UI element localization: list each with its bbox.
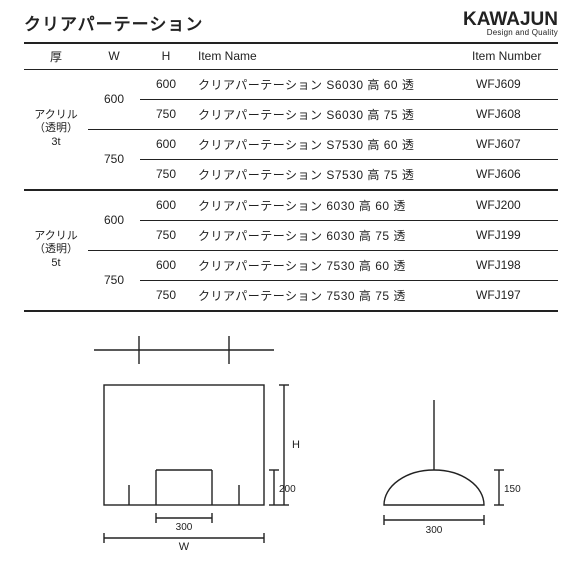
cell-h: 750	[140, 220, 192, 250]
table-header-row: 厚 W H Item Name Item Number	[24, 44, 558, 70]
header: クリアパーテーション KAWAJUN Design and Quality	[24, 10, 558, 44]
diagrams: H 200 300 W 1	[24, 330, 558, 550]
cell-h: 600	[140, 129, 192, 159]
cell-w: 750	[88, 129, 140, 190]
cell-item-name: クリアパーテーション S6030 高 75 透	[192, 99, 466, 129]
cell-thickness: アクリル（透明）5t	[24, 190, 88, 311]
page-title: クリアパーテーション	[24, 10, 203, 35]
col-name: Item Name	[192, 44, 466, 70]
brand-block: KAWAJUN Design and Quality	[463, 10, 558, 38]
col-h: H	[140, 44, 192, 70]
cell-h: 750	[140, 159, 192, 190]
cell-item-number: WFJ198	[466, 250, 558, 280]
label-w: W	[179, 541, 190, 550]
cell-item-number: WFJ606	[466, 159, 558, 190]
col-number: Item Number	[466, 44, 558, 70]
cell-item-name: クリアパーテーション 6030 高 60 透	[192, 190, 466, 221]
diagram-side: 150 300	[364, 330, 524, 550]
cell-item-number: WFJ608	[466, 99, 558, 129]
cell-item-name: クリアパーテーション 6030 高 75 透	[192, 220, 466, 250]
cell-item-name: クリアパーテーション S7530 高 60 透	[192, 129, 466, 159]
cell-item-number: WFJ607	[466, 129, 558, 159]
brand-tagline: Design and Quality	[463, 29, 558, 38]
label-300: 300	[176, 522, 193, 533]
cell-item-number: WFJ200	[466, 190, 558, 221]
col-w: W	[88, 44, 140, 70]
table-row: アクリル（透明）5t600600クリアパーテーション 6030 高 60 透WF…	[24, 190, 558, 221]
label-side-300: 300	[426, 525, 443, 536]
cell-w: 600	[88, 190, 140, 251]
label-200: 200	[279, 484, 296, 495]
label-150: 150	[504, 484, 521, 495]
cell-h: 600	[140, 190, 192, 221]
product-table: 厚 W H Item Name Item Number アクリル（透明）3t60…	[24, 44, 558, 312]
cell-item-name: クリアパーテーション 7530 高 60 透	[192, 250, 466, 280]
cell-item-number: WFJ197	[466, 280, 558, 311]
cell-item-number: WFJ199	[466, 220, 558, 250]
table-body: アクリル（透明）3t600600クリアパーテーション S6030 高 60 透W…	[24, 69, 558, 311]
cell-item-number: WFJ609	[466, 69, 558, 99]
cell-item-name: クリアパーテーション S6030 高 60 透	[192, 69, 466, 99]
table-row: 750600クリアパーテーション 7530 高 60 透WFJ198	[24, 250, 558, 280]
diagram-front-elevation: H 200 300 W	[104, 385, 300, 550]
table-row: 750600クリアパーテーション S7530 高 60 透WFJ607	[24, 129, 558, 159]
diagram-side-shape: 150 300	[384, 400, 521, 536]
cell-h: 600	[140, 250, 192, 280]
col-thick: 厚	[24, 44, 88, 70]
diagram-front: H 200 300 W	[84, 330, 334, 550]
cell-item-name: クリアパーテーション 7530 高 75 透	[192, 280, 466, 311]
cell-w: 750	[88, 250, 140, 311]
diagram-front-top	[94, 336, 274, 364]
cell-thickness: アクリル（透明）3t	[24, 69, 88, 190]
table-row: アクリル（透明）3t600600クリアパーテーション S6030 高 60 透W…	[24, 69, 558, 99]
cell-item-name: クリアパーテーション S7530 高 75 透	[192, 159, 466, 190]
cell-h: 750	[140, 99, 192, 129]
brand-name: KAWAJUN	[463, 10, 558, 29]
label-h: H	[292, 439, 300, 451]
cell-h: 600	[140, 69, 192, 99]
cell-h: 750	[140, 280, 192, 311]
cell-w: 600	[88, 69, 140, 129]
